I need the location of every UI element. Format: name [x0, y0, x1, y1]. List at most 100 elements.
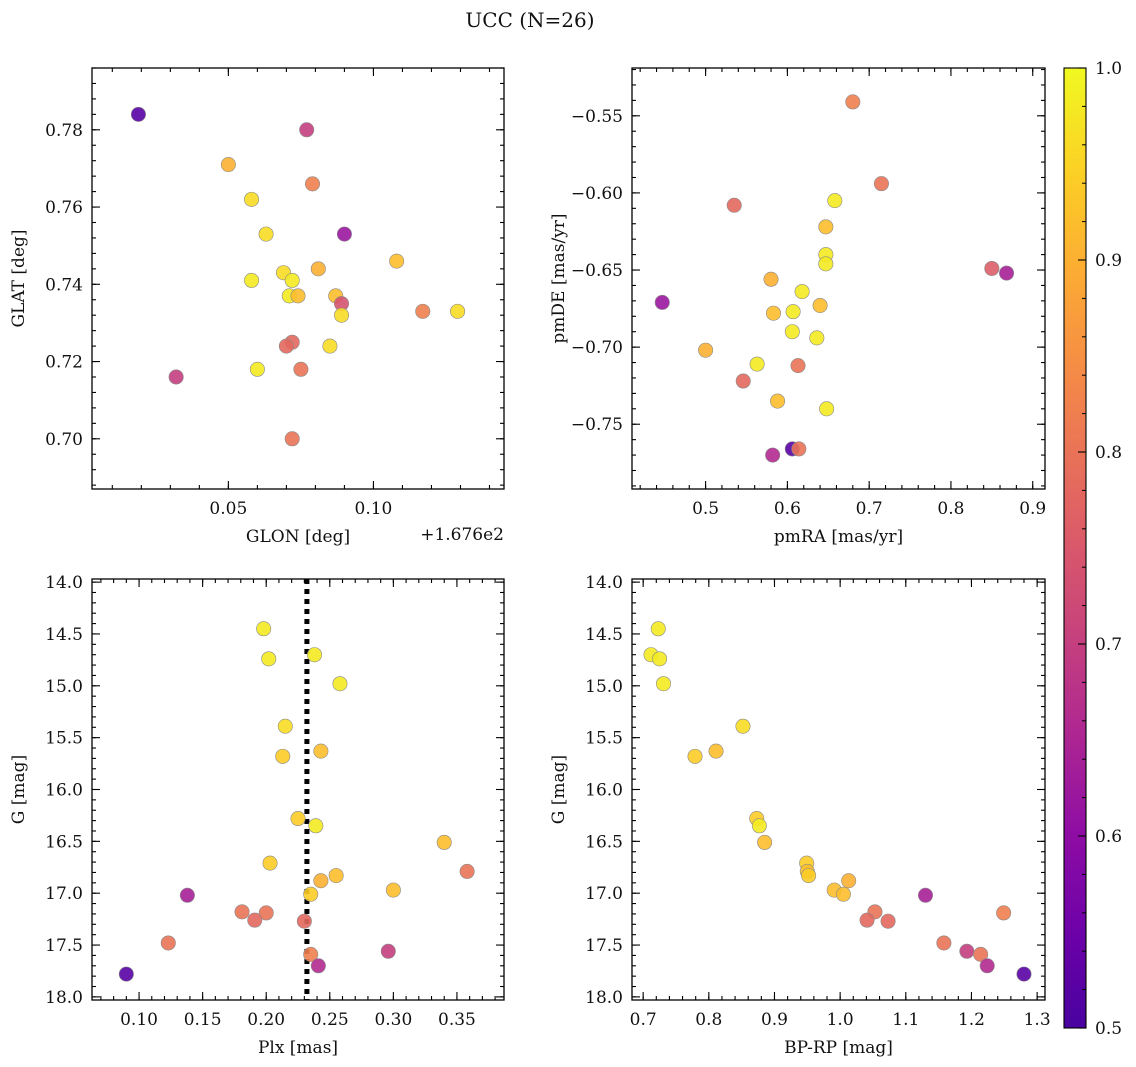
y-tick-label: 14.0: [45, 573, 83, 593]
data-point: [313, 873, 329, 889]
data-point: [785, 304, 801, 320]
data-point: [845, 94, 861, 110]
x-tick-label: 0.25: [311, 1010, 349, 1030]
ticks: [632, 68, 1045, 489]
data-point: [818, 256, 834, 272]
data-point: [999, 265, 1015, 281]
data-point: [650, 621, 666, 637]
y-tick-label: 16.5: [45, 832, 83, 852]
data-point: [698, 342, 714, 358]
data-point: [296, 913, 312, 929]
y-tick-label: 15.5: [45, 729, 83, 749]
data-point: [310, 261, 326, 277]
data-point: [160, 935, 176, 951]
data-point: [415, 303, 431, 319]
colorbar-tick-label: 0.9: [1095, 251, 1122, 271]
data-point: [275, 748, 291, 764]
data-point: [770, 393, 786, 409]
data-point: [305, 176, 321, 192]
y-tick-label: 0.74: [45, 275, 83, 295]
data-point: [247, 912, 263, 928]
y-tick-label: 18.0: [585, 988, 623, 1008]
data-point: [880, 913, 896, 929]
colorbar-tick-label: 0.7: [1095, 635, 1122, 655]
plot-frame: [91, 67, 505, 490]
x-axis-label: pmRA [mas/yr]: [774, 527, 903, 547]
x-tick-label: 0.15: [184, 1010, 222, 1030]
data-point: [984, 260, 1000, 276]
data-point: [812, 297, 828, 313]
y-tick-label: −0.75: [571, 415, 623, 435]
data-point: [763, 271, 779, 287]
data-point: [751, 818, 767, 834]
x-tick-label: 0.10: [355, 499, 393, 519]
data-point: [652, 651, 668, 667]
data-point: [809, 330, 825, 346]
x-tick-label: 1.1: [892, 1010, 919, 1030]
data-point: [757, 834, 773, 850]
data-point: [293, 361, 309, 377]
y-tick-label: −0.60: [571, 184, 623, 204]
y-tick-label: 15.0: [45, 677, 83, 697]
y-tick-label: −0.70: [571, 338, 623, 358]
data-point: [256, 621, 272, 637]
y-tick-label: 0.76: [45, 198, 83, 218]
data-point: [708, 743, 724, 759]
data-point: [735, 373, 751, 389]
data-point: [791, 441, 807, 457]
y-tick-label: 16.5: [585, 832, 623, 852]
data-point: [336, 226, 352, 242]
x-tick-label: 0.5: [692, 499, 719, 519]
x-tick-label: 0.8: [695, 1010, 722, 1030]
y-axis-label: pmDE [mas/yr]: [549, 213, 569, 343]
y-tick-label: 14.5: [585, 625, 623, 645]
panel-bprp-g: 0.7 0.8 0.9 1.0 1.1 1.2 1.3 14.0 14.5 15.0 15.5 16.…: [549, 573, 1051, 1058]
data-point: [244, 272, 260, 288]
data-point: [656, 676, 672, 692]
x-axis-label: Plx [mas]: [258, 1038, 338, 1058]
y-tick-label: 16.0: [585, 781, 623, 801]
data-point: [436, 834, 452, 850]
data-point: [790, 358, 806, 374]
data-point: [290, 288, 306, 304]
data-point: [765, 305, 781, 321]
data-point: [310, 958, 326, 974]
data-point: [841, 873, 857, 889]
x-tick-label: 0.35: [438, 1010, 476, 1030]
data-point: [859, 912, 875, 928]
data-point: [130, 106, 146, 122]
data-point: [784, 324, 800, 340]
colorbar-gradient: [1063, 67, 1087, 1029]
ticks: [92, 67, 504, 489]
y-tick-label: 18.0: [45, 988, 83, 1008]
colorbar-tick-label: 0.6: [1095, 827, 1122, 847]
data-point: [794, 284, 810, 300]
y-tick-label: 14.5: [45, 625, 83, 645]
data-point: [979, 958, 995, 974]
y-tick-label: 0.72: [45, 353, 83, 373]
y-tick-label: 17.0: [45, 884, 83, 904]
data-point: [459, 863, 475, 879]
colorbar-tick-label: 0.8: [1095, 443, 1122, 463]
data-point: [996, 905, 1012, 921]
data-point: [385, 882, 401, 898]
y-tick-label: 0.70: [45, 430, 83, 450]
x-tick-label: 1.0: [827, 1010, 854, 1030]
x-axis-label: BP-RP [mag]: [784, 1038, 893, 1058]
data-point: [1016, 966, 1032, 982]
data-point: [308, 818, 324, 834]
y-tick-label: 15.5: [585, 729, 623, 749]
data-point: [450, 303, 466, 319]
data-point: [303, 946, 319, 962]
y-tick-label: 17.0: [585, 884, 623, 904]
y-axis-label: G [mag]: [9, 755, 29, 824]
plot-frame: [631, 578, 1046, 1001]
data-point: [284, 431, 300, 447]
panel-pmra-pmde: 0.5 0.6 0.7 0.8 0.9 −0.75 −0.70 −0.65 −0.60 −0.55…: [549, 67, 1046, 547]
y-tick-label: −0.65: [571, 261, 623, 281]
data-point: [959, 943, 975, 959]
x-tick-label: 0.30: [374, 1010, 412, 1030]
data-point: [328, 868, 344, 884]
data-point: [332, 676, 348, 692]
